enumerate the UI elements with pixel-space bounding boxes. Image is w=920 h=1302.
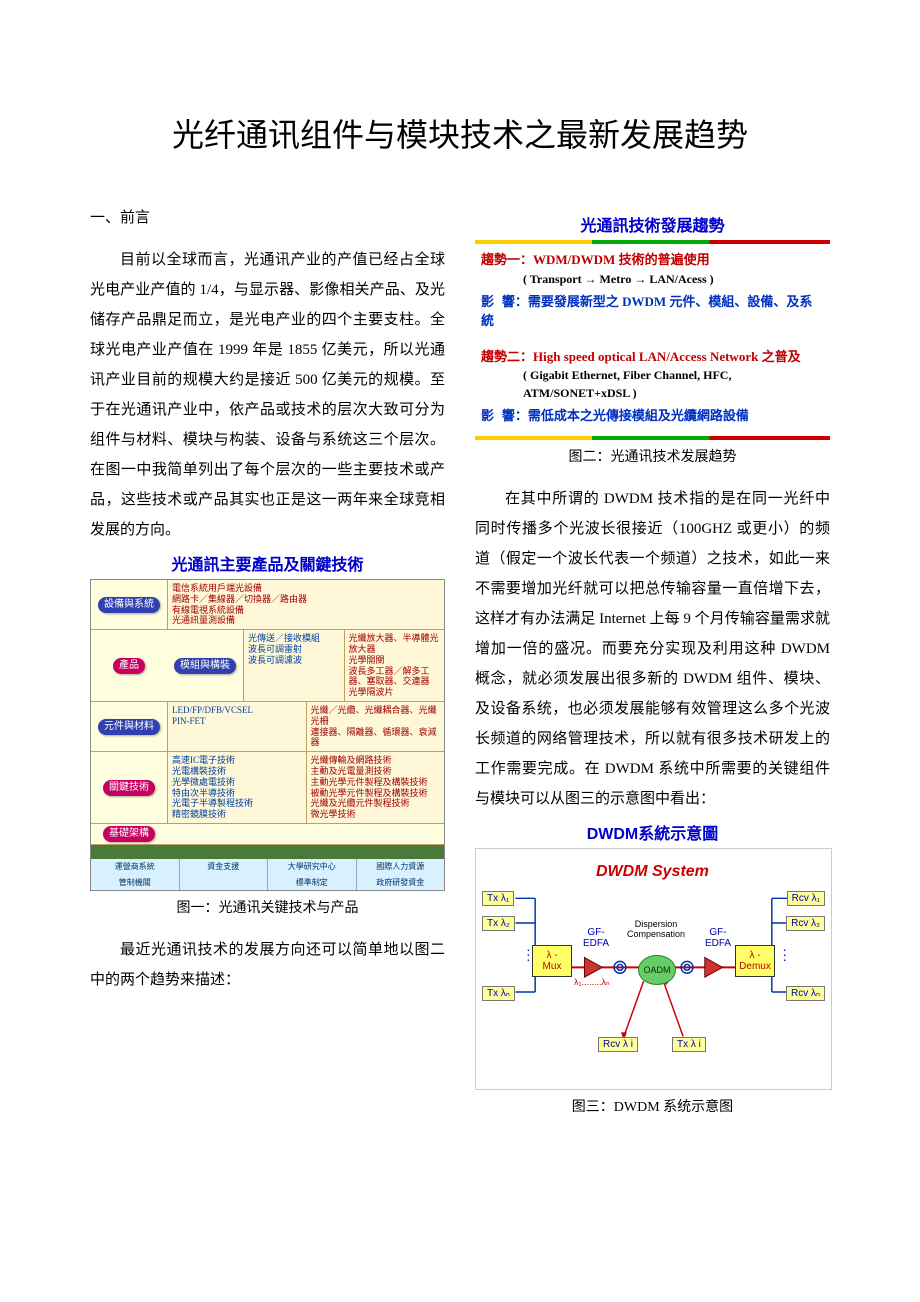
fig1-row: 設備與系統電信系統用戶端光設備 網路卡／集線器／切換器／路由器 有線電視系統設備… bbox=[91, 580, 444, 630]
fig1-row-label: 基礎架構 bbox=[91, 824, 167, 844]
fig1-pill: 基礎架構 bbox=[103, 826, 155, 842]
figure-2-trend-2: 趨勢二：High speed optical LAN/Access Networ… bbox=[475, 341, 830, 436]
fig1-cells: 電信系統用戶端光設備 網路卡／集線器／切換器／路由器 有線電視系統設備 光通訊量… bbox=[167, 580, 444, 629]
fig1-bottom-cell: 標準制定 bbox=[267, 875, 356, 891]
fig1-bottom-cell bbox=[179, 875, 268, 891]
figure-3-title: DWDM系統示意圖 bbox=[475, 820, 830, 844]
fig1-row: 關鍵技術高速IC電子技術 光電構裝技術 光學微處電技術 特由次半導技術 光電子半… bbox=[91, 752, 444, 824]
svg-text:⋮: ⋮ bbox=[778, 947, 792, 962]
left-column: 一、前言 目前以全球而言，光通讯产业的产值已经占全球光电产业产值的 1/4，与显… bbox=[90, 206, 445, 995]
fig1-cell-right: 光纖／光纜、光纖耦合器、光纖光柵 連接器、隔離器、循環器、衰減器 bbox=[306, 702, 445, 751]
fig1-pill: 產品 bbox=[113, 658, 145, 674]
fig3-tx2: Tx λ₂ bbox=[482, 916, 515, 931]
fig3-gf-left: GF- EDFA bbox=[576, 927, 616, 949]
right-column: 光通訊技術發展趨勢 趨勢一：WDM/DWDM 技術的普遍使用 ( Transpo… bbox=[475, 206, 830, 1134]
figure-3: ⋮ ⋮ bbox=[475, 848, 832, 1090]
fig3-txn: Tx λₙ bbox=[482, 986, 515, 1001]
trend2-impact: 影響：需低成本之光傳接模組及光纜網路設備 bbox=[481, 406, 824, 426]
page-title: 光纤通讯组件与模块技术之最新发展趋势 bbox=[90, 110, 830, 156]
fig3-rcv1: Rcv λ₁ bbox=[787, 891, 825, 906]
fig3-demux: λ - Demux bbox=[735, 945, 775, 977]
figure-1-title: 光通訊主要產品及關鍵技術 bbox=[90, 551, 445, 575]
fig1-bottom-row: 運營商系統資金支援大學研究中心國際人力資源 bbox=[91, 859, 444, 875]
fig3-dispersion: Dispersion Compensation bbox=[626, 919, 686, 939]
fig1-bottom-cell: 國際人力資源 bbox=[356, 859, 445, 875]
figure-3-caption: 图三：DWDM 系统示意图 bbox=[475, 1096, 830, 1116]
trend1-impact-text: 響：需要發展新型之 DWDM 元件、模組、設備、及系統 bbox=[481, 294, 812, 329]
fig1-bottom-cell: 政府研發資金 bbox=[356, 875, 445, 891]
fig1-bottom-cell: 運營商系統 bbox=[91, 859, 179, 875]
paragraph-2: 最近光通讯技术的发展方向还可以简单地以图二中的两个趋势来描述： bbox=[90, 935, 445, 995]
fig1-cells: 高速IC電子技術 光電構裝技術 光學微處電技術 特由次半導技術 光電子半導製程技… bbox=[167, 752, 444, 823]
trend2-sub: ( Gigabit Ethernet, Fiber Channel, HFC, … bbox=[481, 366, 824, 402]
fig1-row-label: 產品 bbox=[91, 630, 167, 701]
fig1-cells: LED/FP/DFB/VCSEL PIN-FET光纖／光纜、光纖耦合器、光纖光柵… bbox=[167, 702, 444, 751]
fig1-cell-left: 光傳送／接收模組 波長可調雷射 波長可調濾波 bbox=[243, 630, 344, 701]
fig1-cell-right: 電信系統用戶端光設備 網路卡／集線器／切換器／路由器 有線電視系統設備 光通訊量… bbox=[167, 580, 444, 629]
fig1-row: 基礎架構 bbox=[91, 824, 444, 845]
fig3-add: Tx λ i bbox=[672, 1037, 706, 1052]
fig3-oadm: OADM bbox=[638, 955, 676, 985]
fig1-row-label: 元件與材料 bbox=[91, 702, 167, 751]
fig1-subpill: 元件與材料 bbox=[98, 719, 160, 735]
document-page: 光纤通讯组件与模块技术之最新发展趋势 一、前言 目前以全球而言，光通讯产业的产值… bbox=[0, 0, 920, 1194]
two-column-layout: 一、前言 目前以全球而言，光通讯产业的产值已经占全球光电产业产值的 1/4，与显… bbox=[90, 206, 830, 1134]
figure-2-trend-1: 趨勢一：WDM/DWDM 技術的普遍使用 ( Transport → Metro… bbox=[475, 244, 830, 341]
trend2-heading: 趨勢二：High speed optical LAN/Access Networ… bbox=[481, 347, 824, 367]
fig1-cells: 光傳送／接收模組 波長可調雷射 波長可調濾波光纖放大器、半導體光放大器 光學開關… bbox=[243, 630, 444, 701]
fig1-cell-right: 光纖傳輸及網路技術 主動及光電量測技術 主動光學元件製程及構裝技術 被動光學元件… bbox=[306, 752, 445, 823]
fig3-tx1: Tx λ₁ bbox=[482, 891, 514, 906]
fig1-bottom-cell: 資金支援 bbox=[179, 859, 268, 875]
fig1-row-label: 關鍵技術 bbox=[91, 752, 167, 823]
fig3-mux: λ - Mux bbox=[532, 945, 572, 977]
fig3-lambda-series: λ₁........λₙ bbox=[574, 977, 610, 988]
section-heading: 一、前言 bbox=[90, 206, 445, 227]
fig1-subpill: 設備與系統 bbox=[98, 597, 160, 613]
figure-2: 趨勢一：WDM/DWDM 技術的普遍使用 ( Transport → Metro… bbox=[475, 240, 830, 440]
fig1-cell-left: LED/FP/DFB/VCSEL PIN-FET bbox=[167, 702, 306, 751]
fig1-row: 元件與材料 LED/FP/DFB/VCSEL PIN-FET光纖／光纜、光纖耦合器… bbox=[91, 702, 444, 752]
fig3-gf-right: GF- EDFA bbox=[698, 927, 738, 949]
fig1-bottom-cell: 管制機關 bbox=[91, 875, 179, 891]
fig1-row: 產品模組與構裝光傳送／接收模組 波長可調雷射 波長可調濾波光纖放大器、半導體光放… bbox=[91, 630, 444, 702]
fig1-bottom-row: 管制機關 標準制定政府研發資金 bbox=[91, 875, 444, 891]
fig3-system-label: DWDM System bbox=[596, 863, 709, 881]
figure-1: 設備與系統電信系統用戶端光設備 網路卡／集線器／切換器／路由器 有線電視系統設備… bbox=[90, 579, 445, 891]
figure-1-caption: 图一：光通讯关键技术与产品 bbox=[90, 897, 445, 917]
paragraph-1: 目前以全球而言，光通讯产业的产值已经占全球光电产业产值的 1/4，与显示器、影像… bbox=[90, 245, 445, 545]
fig3-rcv2: Rcv λ₂ bbox=[786, 916, 825, 931]
trend2-impact-text: 響：需低成本之光傳接模組及光纜網路設備 bbox=[502, 408, 749, 423]
fig1-cell-left: 高速IC電子技術 光電構裝技術 光學微處電技術 特由次半導技術 光電子半導製程技… bbox=[167, 752, 306, 823]
fig1-pill: 關鍵技術 bbox=[103, 780, 155, 796]
fig3-drop: Rcv λ i bbox=[598, 1037, 638, 1052]
trend1-impact: 影響：需要發展新型之 DWDM 元件、模組、設備、及系統 bbox=[481, 292, 824, 331]
fig1-bottom-cell: 大學研究中心 bbox=[267, 859, 356, 875]
fig1-cell-right: 光纖放大器、半導體光放大器 光學開關 波長多工器／解多工器、塞取器、交連器 光學… bbox=[344, 630, 445, 701]
trend1-sub: ( Transport → Metro → LAN/Acess ) bbox=[481, 270, 824, 288]
figure-2-title: 光通訊技術發展趨勢 bbox=[475, 212, 830, 236]
trend1-heading: 趨勢一：WDM/DWDM 技術的普遍使用 bbox=[481, 250, 824, 270]
fig1-cells bbox=[167, 824, 444, 844]
fig1-ground bbox=[91, 845, 444, 859]
paragraph-3: 在其中所谓的 DWDM 技术指的是在同一光纤中同时传播多个光波长很接近（100G… bbox=[475, 484, 830, 814]
figure-2-caption: 图二：光通讯技术发展趋势 bbox=[475, 446, 830, 466]
fig3-rcvn: Rcv λₙ bbox=[786, 986, 825, 1001]
fig1-row-label: 設備與系統 bbox=[91, 580, 167, 629]
figure-2-bar-bottom bbox=[475, 436, 830, 440]
